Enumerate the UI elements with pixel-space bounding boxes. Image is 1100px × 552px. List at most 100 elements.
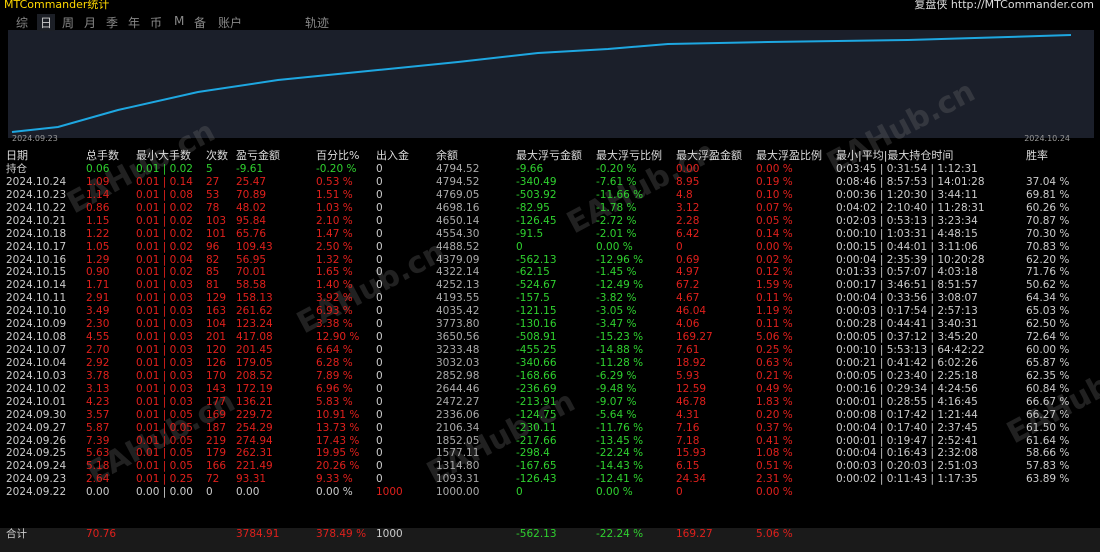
table-row: 2024.10.09 2.30 0.01 | 0.03 104 123.24 3.38 %… (0, 318, 1100, 331)
table-cell: 7.61 (676, 344, 700, 357)
chart-bg (8, 30, 1094, 138)
table-cell: 58.66 % (1026, 447, 1070, 460)
table-cell: 201.45 (236, 344, 273, 357)
table-row: 2024.10.11 2.91 0.01 | 0.03 129 158.13 3.92 %… (0, 292, 1100, 305)
table-cell: -11.76 % (596, 421, 644, 434)
table-cell: 4.23 (86, 395, 110, 408)
table-cell: 85 (206, 266, 220, 279)
table-cell: 3.78 (86, 369, 110, 382)
table-cell: 1.59 % (756, 279, 793, 292)
table-cell: 0:08:46 | 8:57:53 | 14:01:28 (836, 175, 985, 188)
table-cell: 12.59 (676, 382, 707, 395)
column-header: 最小|平均|最大持仓时间 (836, 149, 954, 162)
table-cell: 0 (376, 163, 383, 175)
table-cell: -5.64 % (596, 408, 637, 421)
table-cell: 0.63 % (756, 356, 793, 369)
table-cell: 4698.16 (436, 201, 480, 214)
table-cell: 7.39 (86, 434, 110, 447)
table-cell: 1.09 (86, 175, 110, 188)
table-cell: 0.00 % (316, 486, 353, 499)
table-cell: 0:00:08 | 0:17:42 | 1:21:44 (836, 408, 978, 421)
tab[interactable]: 季 (106, 16, 119, 30)
table-cell: -124.75 (516, 408, 557, 421)
table-cell: -298.4 (516, 447, 550, 460)
table-cell: 70.30 % (1026, 227, 1070, 240)
table-cell: 0.21 % (756, 369, 793, 382)
table-cell: 109.43 (236, 240, 273, 253)
column-header: 日期 (6, 149, 28, 162)
table-row: 2024.10.22 0.86 0.01 | 0.02 78 48.02 1.03 % 0 4… (0, 202, 1100, 215)
table-cell: 5.87 (86, 421, 110, 434)
table-cell: 0.00 (86, 486, 110, 499)
balance-curve (11, 34, 1072, 133)
table-cell: 18.92 (676, 356, 707, 369)
table-row: 2024.10.14 1.71 0.01 | 0.03 81 58.58 1.40 % 0 4… (0, 279, 1100, 292)
table-cell: 0 (206, 486, 213, 499)
table-cell: 0.20 % (756, 408, 793, 421)
total-cell: 5.06 % (756, 528, 793, 540)
table-cell: -217.66 (516, 434, 557, 447)
tab[interactable]: 综 (16, 16, 29, 30)
table-cell: 3.49 (86, 305, 110, 318)
table-cell: 2024.09.24 (6, 460, 67, 473)
table-cell: 1852.05 (436, 434, 480, 447)
table-cell: 1.65 % (316, 266, 353, 279)
table-cell: 95.84 (236, 214, 267, 227)
table-cell: 15.93 (676, 447, 707, 460)
table-cell: -236.69 (516, 382, 557, 395)
table-cell: -503.92 (516, 188, 557, 201)
tab[interactable]: 日 (37, 14, 56, 31)
tab[interactable]: 币 (150, 16, 163, 30)
table-cell: 1.14 (86, 188, 110, 201)
table-cell: 4794.52 (436, 163, 480, 175)
tab[interactable]: 年 (128, 16, 141, 30)
table-cell: 2024.10.23 (6, 188, 67, 201)
table-cell: 2852.98 (436, 369, 480, 382)
table-cell: 0 (376, 188, 383, 201)
table-cell: 93.31 (236, 473, 267, 486)
table-cell: 4794.52 (436, 175, 480, 188)
table-cell: 2024.10.02 (6, 382, 67, 395)
table-cell: 0 (376, 395, 383, 408)
table-cell: -126.45 (516, 214, 557, 227)
table-cell: 2024.10.22 (6, 201, 67, 214)
table-cell: 3032.03 (436, 356, 480, 369)
table-cell: 2024.10.01 (6, 395, 67, 408)
tab[interactable]: 轨迹 (305, 16, 330, 30)
table-cell: 1093.31 (436, 473, 480, 486)
table-cell: 0 (376, 382, 383, 395)
table-cell: 172.19 (236, 382, 273, 395)
table-cell: 4035.42 (436, 305, 480, 318)
table-cell: 2024.09.22 (6, 486, 67, 499)
table-cell: 4193.55 (436, 292, 480, 305)
column-header: 出入金 (376, 149, 409, 162)
table-cell: 4.8 (676, 188, 693, 201)
table-cell: 0.90 (86, 266, 110, 279)
table-cell: 0.06 (86, 163, 110, 175)
table-cell: 0.19 % (756, 175, 793, 188)
table-cell: 0 (376, 460, 383, 473)
column-header: 最小大手数 (136, 149, 191, 162)
site-link[interactable]: 复盘侠 http://MTCommander.com (914, 0, 1094, 11)
tab[interactable]: 账户 (218, 16, 243, 30)
tab[interactable]: 周 (62, 16, 75, 30)
tab[interactable]: 月 (84, 16, 97, 30)
table-row: 2024.10.15 0.90 0.01 | 0.02 85 70.01 1.65 % 0 4… (0, 266, 1100, 279)
table-cell: 62.50 % (1026, 318, 1070, 331)
table-cell: 0.01 | 0.03 (136, 279, 193, 292)
table-cell: 169 (206, 408, 227, 421)
table-cell: 0.01 | 0.03 (136, 305, 193, 318)
table-cell: 2.50 % (316, 240, 353, 253)
tab[interactable]: M (174, 14, 185, 28)
table-cell: 1.03 % (316, 201, 353, 214)
column-header: 最大浮盈金额 (676, 149, 742, 162)
table-row: 2024.09.25 5.63 0.01 | 0.05 179 262.31 19.95 … (0, 447, 1100, 460)
table-cell: -9.07 % (596, 395, 637, 408)
table-cell: 0.41 % (756, 434, 793, 447)
table-cell: 2.31 % (756, 473, 793, 486)
column-header: 总手数 (86, 149, 119, 162)
table-cell: 82 (206, 253, 220, 266)
table-cell: 5.06 % (756, 331, 793, 344)
tab[interactable]: 备 (194, 16, 207, 30)
table-cell: 0 (376, 331, 383, 344)
